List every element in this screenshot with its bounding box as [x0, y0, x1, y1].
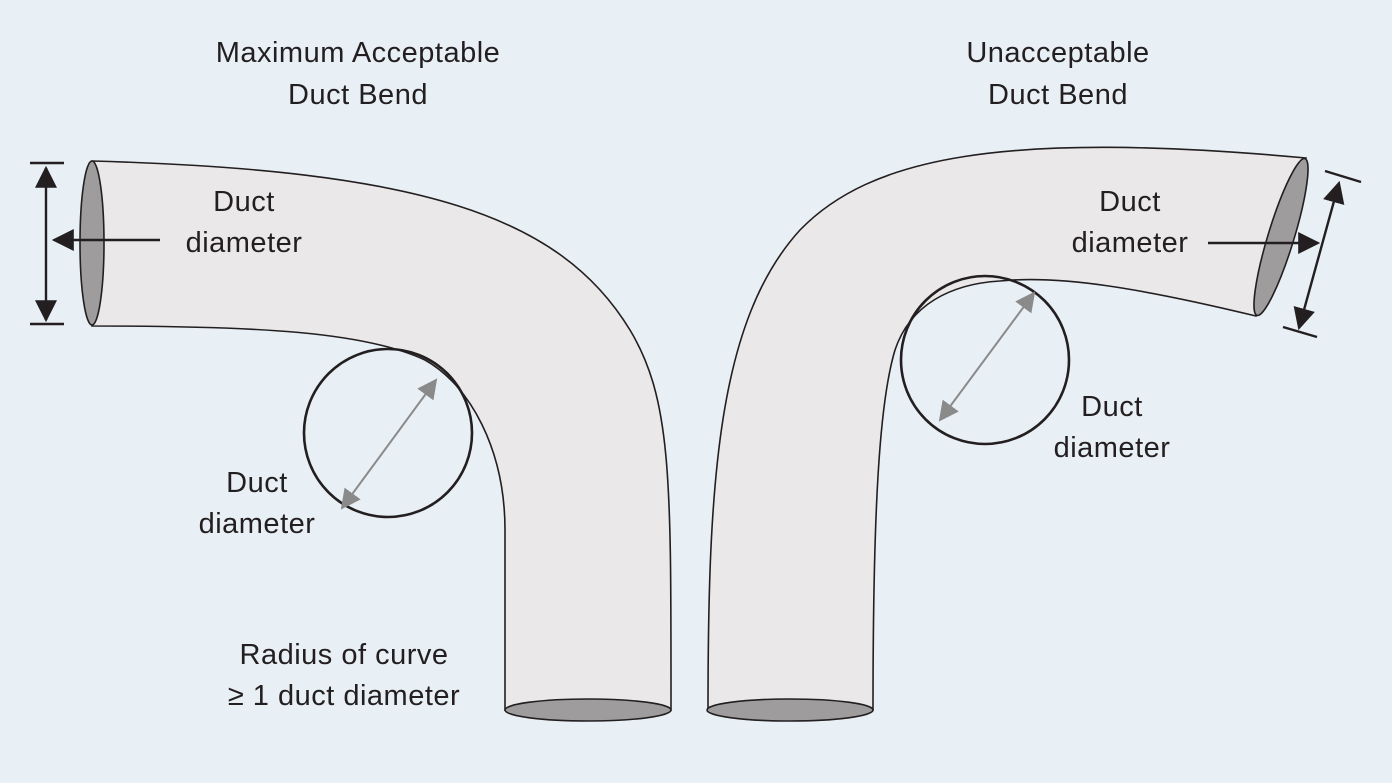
- unacceptable-end-tick-top: [1324, 169, 1362, 184]
- acceptable-duct-bottom-opening: [504, 698, 672, 722]
- unacceptable-end-tick-bottom: [1282, 325, 1318, 339]
- acceptable-bend-group: Maximum Acceptable Duct Bend Duct diamet…: [30, 37, 672, 722]
- acceptable-radius-circle: [302, 347, 474, 519]
- acceptable-circle-diameter-arrow: [340, 378, 438, 510]
- acceptable-title-line1: Maximum Acceptable: [216, 37, 501, 69]
- unacceptable-duct-body: [707, 146, 1308, 711]
- unacceptable-end-label-line1: Duct: [1099, 186, 1161, 218]
- unacceptable-circle-label-line1: Duct: [1081, 391, 1143, 423]
- unacceptable-title-line1: Unacceptable: [966, 37, 1149, 69]
- acceptable-circle-label-line2: diameter: [199, 508, 316, 540]
- unacceptable-duct-bottom-opening: [706, 698, 874, 722]
- unacceptable-end-dimension-line: [1293, 180, 1345, 331]
- acceptable-end-label-line2: diameter: [186, 227, 303, 259]
- unacceptable-end-label-line2: diameter: [1072, 227, 1189, 259]
- unacceptable-circle-diameter-arrow: [938, 291, 1036, 422]
- acceptable-circle-label-line1: Duct: [226, 467, 288, 499]
- acceptable-end-label-line1: Duct: [213, 186, 275, 218]
- unacceptable-title-line2: Duct Bend: [988, 79, 1128, 111]
- acceptable-title-line2: Duct Bend: [288, 79, 428, 111]
- unacceptable-radius-circle: [899, 274, 1071, 446]
- radius-label-line1: Radius of curve: [240, 639, 449, 671]
- acceptable-duct-body: [91, 160, 672, 711]
- unacceptable-bend-group: Unacceptable Duct Bend Duct diameter Duc…: [706, 37, 1362, 722]
- unacceptable-circle-label-line2: diameter: [1054, 432, 1171, 464]
- radius-label-line2: ≥ 1 duct diameter: [228, 680, 460, 712]
- acceptable-duct-end-opening: [79, 160, 105, 326]
